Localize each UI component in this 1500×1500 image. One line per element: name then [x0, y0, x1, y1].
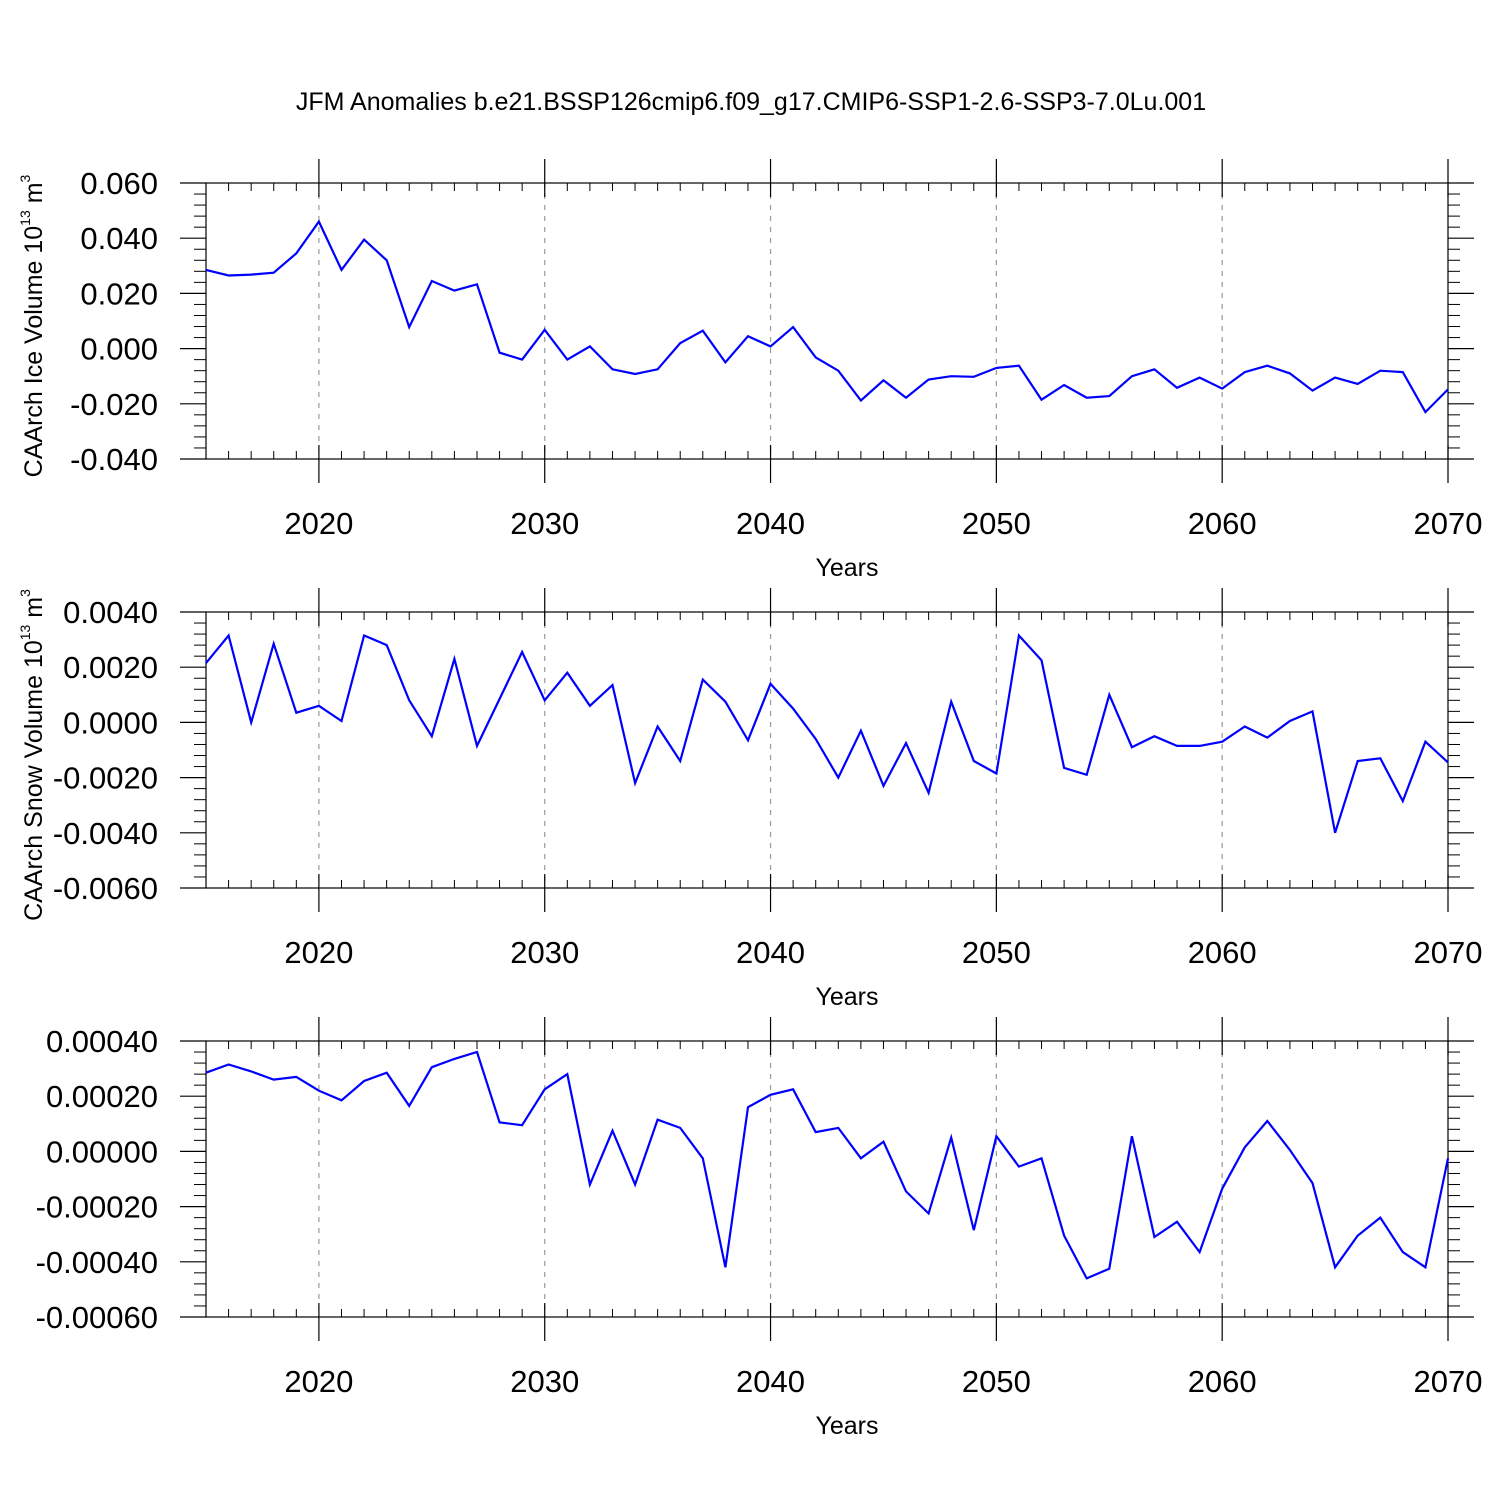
chart-title: JFM Anomalies b.e21.BSSP126cmip6.f09_g17… — [296, 88, 1206, 116]
panel-0-y-tick-label: -0.020 — [70, 387, 158, 422]
ice-area-panel: 2020 2030 2040 2050 2060 2070 -0.00060 -0.00040… — [36, 1017, 1483, 1440]
panel-2-data-line — [205, 1050, 1450, 1280]
panel-0-data-line — [205, 219, 1449, 414]
panel-2-x-tick-label: 2040 — [736, 1364, 805, 1399]
panel-0-y-tick-label: -0.040 — [70, 442, 158, 477]
panel-1-y-axis-label-text: CAArch Snow Volume 10 — [20, 640, 48, 921]
panel-1-y-tick-label: 0.0000 — [63, 705, 158, 740]
panel-0-x-tick-label: 2030 — [510, 506, 579, 541]
panel-0-y-axis-label-text: CAArch Ice Volume 10 — [20, 226, 48, 478]
panel-2-y-tick-label: 0.00020 — [46, 1079, 158, 1114]
panel-0-x-tick-label: 2050 — [962, 506, 1031, 541]
panel-1-y-tick-label: -0.0020 — [53, 761, 158, 796]
panel-0-x-tick-label: 2020 — [284, 506, 353, 541]
snow-volume-panel: 2020 2030 2040 2050 2060 2070 -0.0060 -0.0040 -0… — [17, 588, 1482, 1011]
panel-2-x-tick-label: 2050 — [962, 1364, 1031, 1399]
panel-2-y-tick-label: 0.00040 — [46, 1024, 158, 1059]
panel-0-y-tick-label: 0.000 — [80, 332, 158, 367]
panel-1-data-line — [205, 633, 1449, 834]
panel-1-x-tick-label: 2020 — [284, 935, 353, 970]
panel-1-y-tick-label: -0.0040 — [53, 816, 158, 851]
panel-0-x-axis-label: Years — [815, 554, 878, 582]
panel-0-y-tick-label: 0.020 — [80, 276, 158, 311]
panel-1-x-tick-label: 2050 — [962, 935, 1031, 970]
panel-1-y-axis-label-unit-exponent: 3 — [17, 589, 33, 597]
panel-2-y-tick-label: -0.00040 — [36, 1245, 158, 1280]
panel-1-y-tick-label: -0.0060 — [53, 871, 158, 906]
panel-1-y-axis-label-exponent: 13 — [17, 624, 33, 640]
panel-0-y-tick-label: 0.060 — [80, 166, 158, 201]
panel-2-x-tick-label: 2060 — [1188, 1364, 1257, 1399]
panel-0-y-axis-label: CAArch Ice Volume 1013 m3 — [17, 174, 48, 477]
panel-2-x-tick-label: 2070 — [1414, 1364, 1483, 1399]
panel-2-x-axis-label: Years — [815, 1412, 878, 1440]
panel-0-plot-frame — [205, 182, 1449, 460]
panel-1-x-axis-label: Years — [815, 983, 878, 1011]
panel-1-y-axis-label: CAArch Snow Volume 1013 m3 — [17, 589, 48, 921]
ice-volume-panel: 2020 2030 2040 2050 2060 2070 -0.040 -0.020 0.00… — [17, 159, 1482, 582]
panel-0-y-axis-label-unit-exponent: 3 — [17, 174, 33, 182]
panel-0-y-axis-label-exponent: 13 — [17, 210, 33, 226]
panel-0-x-tick-label: 2060 — [1188, 506, 1257, 541]
panel-2-y-tick-label: 0.00000 — [46, 1134, 158, 1169]
panel-1-x-tick-label: 2070 — [1414, 935, 1483, 970]
panel-0-y-tick-label: 0.040 — [80, 221, 158, 256]
panel-2-y-tick-label: -0.00020 — [36, 1190, 158, 1225]
panel-2-y-tick-label: -0.00060 — [36, 1300, 158, 1335]
panel-1-plot-frame — [205, 611, 1449, 889]
panel-0-y-axis-label-unit: m — [20, 182, 48, 210]
panel-2-plot-frame — [205, 1040, 1449, 1318]
panel-1-x-tick-label: 2030 — [510, 935, 579, 970]
panel-1-y-tick-label: 0.0020 — [63, 650, 158, 685]
panel-2-x-tick-label: 2020 — [284, 1364, 353, 1399]
panel-0-x-tick-label: 2070 — [1414, 506, 1483, 541]
panel-1-x-tick-label: 2040 — [736, 935, 805, 970]
panel-1-x-tick-label: 2060 — [1188, 935, 1257, 970]
panel-0-x-tick-label: 2040 — [736, 506, 805, 541]
panel-1-y-axis-label-unit: m — [20, 597, 48, 625]
panel-1-y-tick-label: 0.0040 — [63, 595, 158, 630]
panel-2-x-tick-label: 2030 — [510, 1364, 579, 1399]
